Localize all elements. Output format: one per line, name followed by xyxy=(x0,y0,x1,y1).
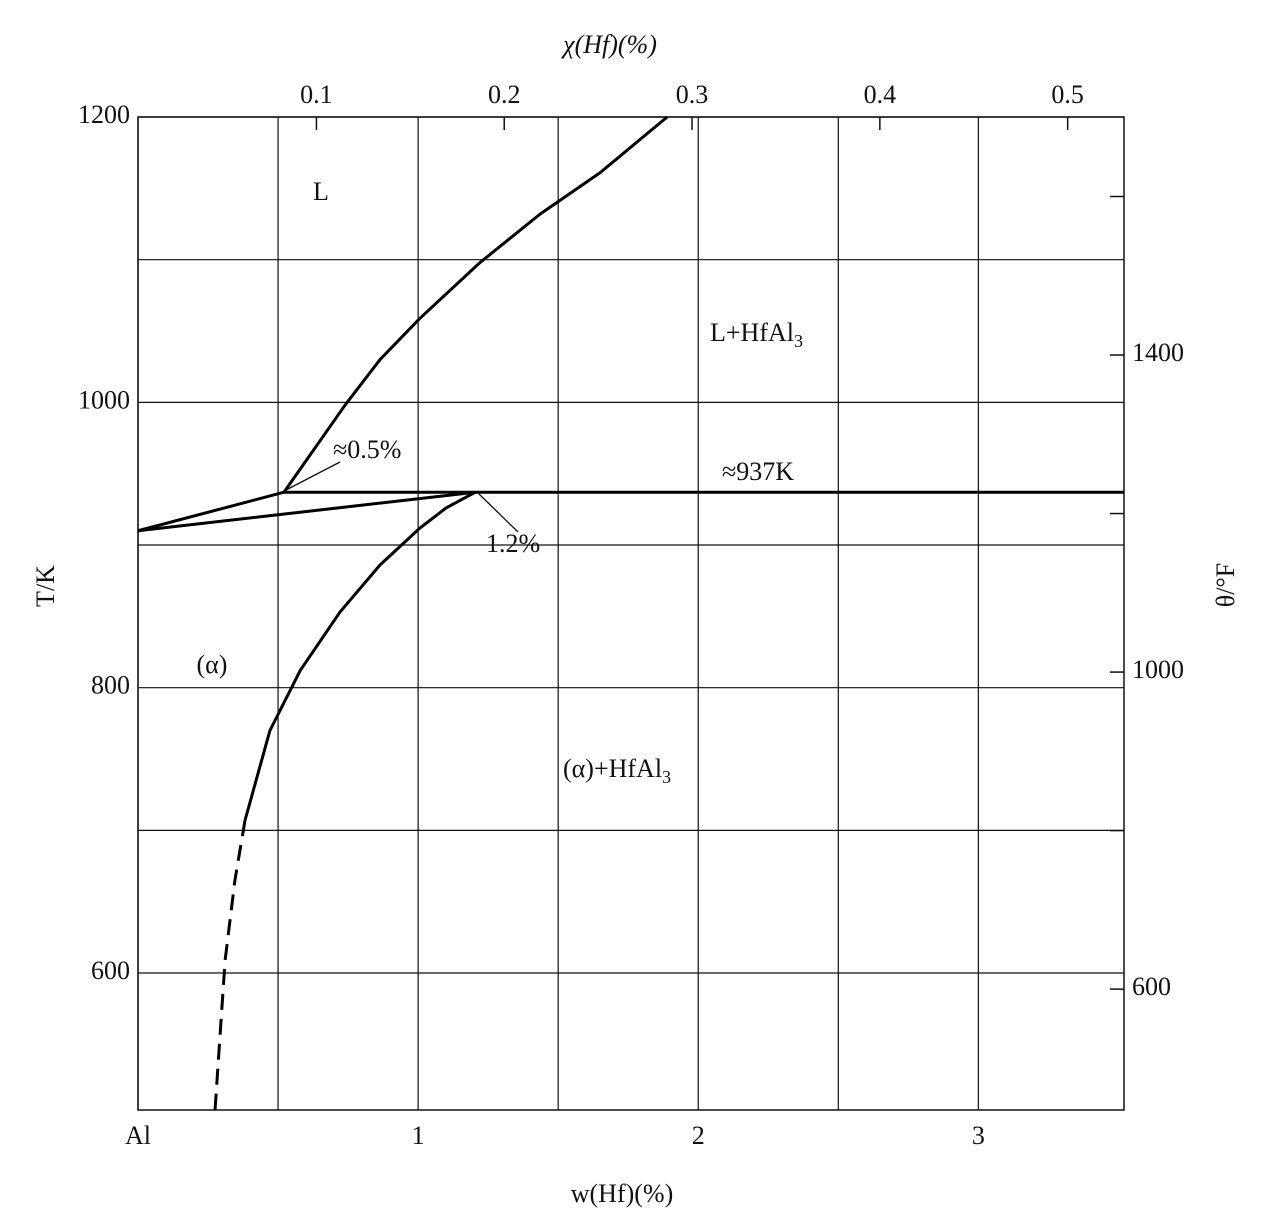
region-label-text: (α)+HfAl xyxy=(563,754,662,783)
x-tick-label: 3 xyxy=(972,1121,985,1150)
phase-boundary xyxy=(137,490,285,533)
x-axis-title: w(Hf)(%) xyxy=(571,1179,674,1208)
y2-axis-title: θ/°F xyxy=(1211,563,1240,608)
annotation: ≈937K xyxy=(722,457,794,486)
region-label-sub: 3 xyxy=(662,767,671,787)
region-label: L xyxy=(313,177,329,206)
plot-frame xyxy=(137,116,1125,1111)
x2-tick-label: 0.5 xyxy=(1051,80,1084,109)
x2-axis-title: χ(Hf)(%) xyxy=(560,30,657,59)
annotation: 1.2% xyxy=(486,529,540,558)
y-axis-title: T/K xyxy=(31,565,60,607)
phase-boundary xyxy=(213,820,247,1111)
y2-tick-label: 1000 xyxy=(1132,655,1184,684)
x-tick-label: 1 xyxy=(412,1121,425,1150)
phase-boundary xyxy=(282,115,669,494)
annotation: ≈0.5% xyxy=(333,435,401,464)
leader-line xyxy=(285,461,341,491)
y2-tick-label: 1400 xyxy=(1132,338,1184,367)
x-tick-label: Al xyxy=(125,1121,151,1150)
phase-boundary xyxy=(137,490,476,533)
curves xyxy=(137,115,1124,1111)
region-label: L+HfAl3 xyxy=(710,318,803,351)
labels: Al 1 2 3 0.1 0.2 0.3 0.4 0.5 600 800 1000 1200 600 100… xyxy=(78,80,1184,1150)
y2-tick-label: 600 xyxy=(1132,972,1171,1001)
region-label-text: L+HfAl xyxy=(710,318,794,347)
region-label: (α) xyxy=(197,650,228,679)
y-tick-label: 1200 xyxy=(78,100,130,129)
y-tick-label: 600 xyxy=(91,956,130,985)
x2-tick-label: 0.4 xyxy=(864,80,897,109)
region-label: (α)+HfAl3 xyxy=(563,754,671,787)
x2-tick-label: 0.2 xyxy=(488,80,521,109)
x2-tick-label: 0.3 xyxy=(676,80,709,109)
x2-tick-label: 0.1 xyxy=(300,80,333,109)
x-tick-label: 2 xyxy=(692,1121,705,1150)
phase-boundary xyxy=(243,490,476,821)
region-label-sub: 3 xyxy=(794,331,803,351)
y-tick-label: 1000 xyxy=(78,385,130,414)
y-tick-label: 800 xyxy=(91,671,130,700)
grid xyxy=(137,116,1124,1110)
leader-line xyxy=(477,492,519,533)
